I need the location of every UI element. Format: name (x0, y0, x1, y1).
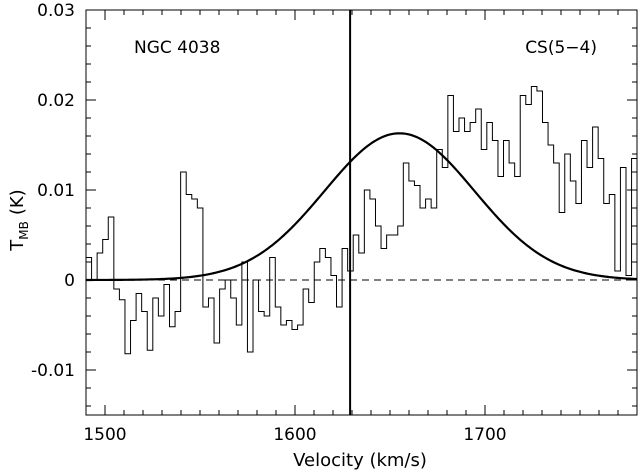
minor-ticks (85, 9, 638, 415)
x-tick-label: 1700 (463, 425, 506, 445)
y-axis-label-main: T (7, 239, 28, 252)
x-tick-labels: 1500 1600 1700 (83, 425, 506, 445)
y-tick-label: -0.01 (31, 361, 75, 381)
y-axis-label: TMB (K) (7, 189, 31, 251)
major-ticks (86, 9, 637, 415)
y-tick-labels: -0.01 0 0.01 0.02 0.03 (31, 1, 75, 381)
source-annotation: NGC 4038 (134, 38, 220, 58)
y-axis-label-sub: MB (17, 221, 31, 240)
y-tick-label: 0.01 (37, 181, 75, 201)
y-axis-label-unit: (K) (7, 189, 28, 215)
plot-frame (85, 9, 638, 416)
gaussian-fit-curve (85, 132, 638, 282)
y-tick-label: 0.03 (37, 1, 75, 21)
x-tick-label: 1500 (83, 425, 126, 445)
svg-text:TMB(K): TMB (K) (7, 189, 31, 251)
y-tick-label: 0 (64, 271, 75, 291)
line-annotation: CS(5−4) (525, 38, 597, 58)
y-tick-label: 0.02 (37, 91, 75, 111)
x-axis-label: Velocity (km/s) (293, 450, 427, 471)
spectrum-histogram (86, 86, 638, 402)
x-tick-label: 1600 (273, 425, 316, 445)
